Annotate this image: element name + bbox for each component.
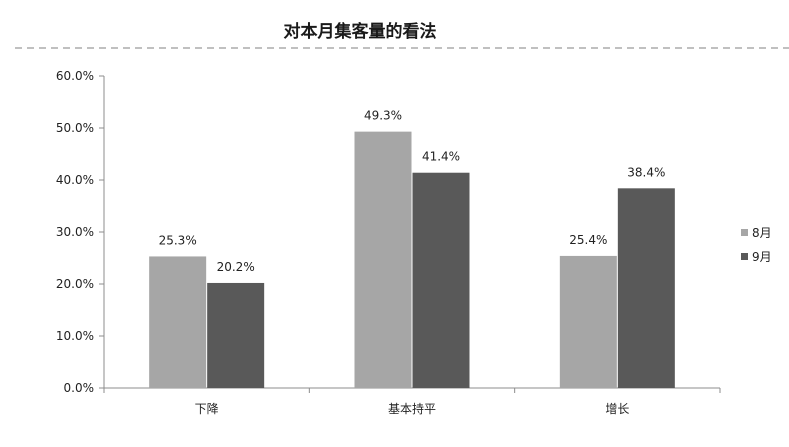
bar [412, 172, 470, 388]
data-label: 25.4% [569, 233, 607, 247]
y-tick-label: 50.0% [56, 121, 94, 135]
y-tick-label: 0.0% [64, 381, 95, 395]
bar [207, 282, 265, 388]
data-label: 20.2% [217, 260, 255, 274]
legend-label: 9月 [752, 250, 772, 264]
bars: 25.3% 20.2% 49.3% 41.4% 25.4% 38.4% [149, 109, 675, 388]
y-tick-label: 40.0% [56, 173, 94, 187]
y-tick-label: 60.0% [56, 69, 94, 83]
bar [149, 256, 207, 388]
data-label: 41.4% [422, 150, 460, 164]
y-tick-label: 20.0% [56, 277, 94, 291]
legend: 8月 9月 [741, 226, 772, 264]
bar [617, 188, 675, 388]
data-label: 38.4% [627, 165, 665, 179]
legend-label: 8月 [752, 226, 772, 240]
legend-swatch [741, 229, 748, 236]
data-label: 49.3% [364, 109, 402, 123]
x-tick-label: 增长 [605, 402, 629, 416]
data-label: 25.3% [159, 233, 197, 247]
y-tick-label: 10.0% [56, 329, 94, 343]
bar [559, 255, 617, 388]
bar [354, 131, 412, 388]
x-tick-label: 基本持平 [388, 401, 436, 416]
chart-title: 对本月集客量的看法 [284, 21, 437, 42]
y-tick-label: 30.0% [56, 225, 94, 239]
axes: 0.0% 10.0% 20.0% 30.0% 40.0% 50.0% 60.0% 下降 基本持平… [56, 69, 721, 416]
x-tick-label: 下降 [195, 402, 219, 416]
legend-swatch [741, 253, 748, 260]
